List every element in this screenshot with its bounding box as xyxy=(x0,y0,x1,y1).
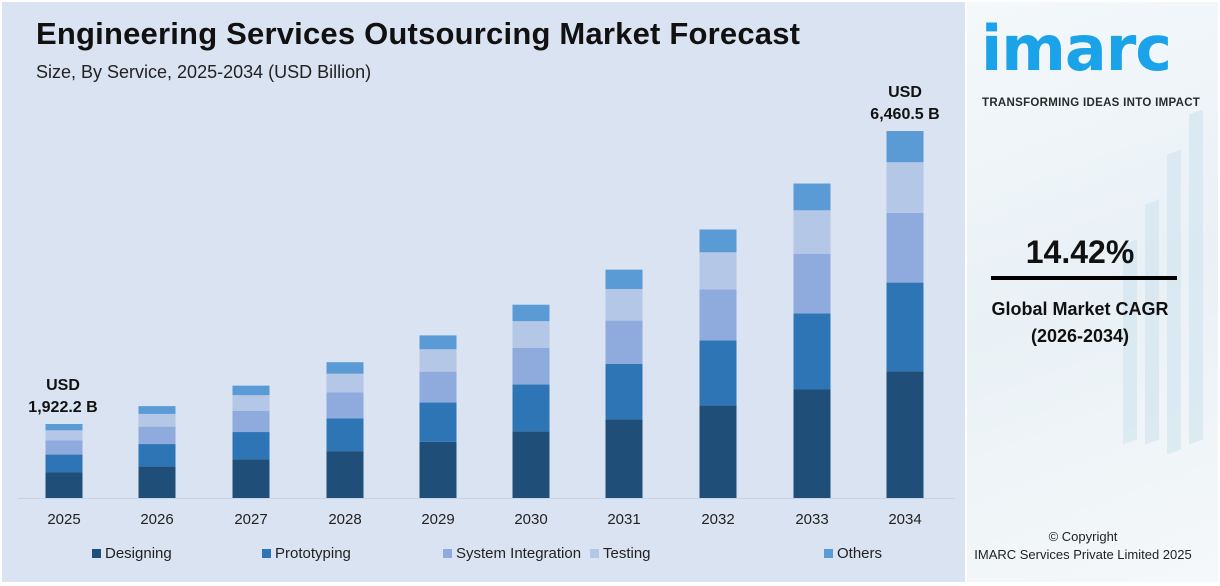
imarc-logo: imarc xyxy=(981,12,1172,85)
x-tick-label: 2029 xyxy=(421,511,454,528)
bar-segment-prototyping xyxy=(886,282,924,372)
cagr-divider xyxy=(991,276,1177,280)
logo-tagline: TRANSFORMING IDEAS INTO IMPACT xyxy=(982,97,1201,109)
bar-segment-others xyxy=(138,406,176,414)
bar-segment-system-integration xyxy=(232,410,270,433)
bar-segment-system-integration xyxy=(45,440,83,455)
legend-item-designing: Designing xyxy=(92,545,172,562)
bar-segment-prototyping xyxy=(699,340,737,406)
bar-segment-testing xyxy=(699,252,737,290)
bar-segment-testing xyxy=(232,395,270,411)
copyright-line-1: © Copyright xyxy=(1048,529,1118,544)
bar-segment-prototyping xyxy=(326,418,364,452)
bar-segment-prototyping xyxy=(232,432,270,460)
bar-segment-testing xyxy=(419,349,457,372)
chart-subtitle: Size, By Service, 2025-2034 (USD Billion… xyxy=(36,62,372,82)
bar-segment-others xyxy=(326,362,364,374)
bar-segment-others xyxy=(419,335,457,350)
legend-item-others: Others xyxy=(824,545,882,562)
x-tick-label: 2031 xyxy=(607,511,640,528)
legend: Designing Prototyping System Integration Te… xyxy=(0,545,965,565)
legend-item-testing: Testing xyxy=(590,545,651,562)
bar-segment-system-integration xyxy=(326,392,364,419)
legend-label: Others xyxy=(837,545,883,562)
bar-segment-others xyxy=(886,131,924,163)
bar-segment-designing xyxy=(419,441,457,498)
bar-segment-prototyping xyxy=(512,384,550,432)
bar-segment-designing xyxy=(605,419,643,498)
bar-segment-prototyping xyxy=(419,402,457,442)
bar-segment-testing xyxy=(138,413,176,427)
cagr-label-text: Global Market CAGR xyxy=(991,299,1169,319)
bar-segment-designing xyxy=(699,405,737,498)
legend-item-prototyping: Prototyping xyxy=(262,545,351,562)
bar-segment-others xyxy=(605,269,643,290)
bar-segment-testing xyxy=(886,162,924,213)
legend-swatch xyxy=(590,549,599,558)
legend-label: System Integration xyxy=(456,545,582,562)
bar-segment-system-integration xyxy=(605,320,643,364)
legend-swatch xyxy=(262,549,271,558)
x-tick-label: 2025 xyxy=(47,511,80,528)
x-tick-label: 2033 xyxy=(795,511,828,528)
legend-label: Designing xyxy=(105,545,172,562)
x-tick-label: 2027 xyxy=(234,511,267,528)
total-label-value: 1,922.2 B xyxy=(28,399,97,416)
x-tick-label: 2026 xyxy=(140,511,173,528)
bar-segment-testing xyxy=(326,373,364,393)
legend-swatch xyxy=(443,549,452,558)
bar-segment-testing xyxy=(605,289,643,321)
bar-segment-system-integration xyxy=(793,253,831,314)
legend-swatch xyxy=(824,549,833,558)
x-tick-label: 2028 xyxy=(328,511,361,528)
bar-segment-others xyxy=(232,385,270,396)
chart-title: Engineering Services Outsourcing Market … xyxy=(36,16,801,51)
bar-segment-designing xyxy=(326,451,364,498)
bar-segment-system-integration xyxy=(419,371,457,403)
total-label-currency: USD xyxy=(888,84,922,101)
side-panel: imarc TRANSFORMING IDEAS INTO IMPACT 14.… xyxy=(967,2,1218,582)
bar-segment-prototyping xyxy=(138,444,176,467)
bar-segment-others xyxy=(793,183,831,211)
decorative-bar xyxy=(1189,109,1203,445)
cagr-label: Global Market CAGR (2026-2034) xyxy=(967,296,1193,350)
cagr-period: (2026-2034) xyxy=(1030,326,1130,346)
bar-segment-prototyping xyxy=(793,313,831,390)
bar-segment-prototyping xyxy=(45,454,83,473)
bar-segment-designing xyxy=(886,371,924,498)
stacked-bar-chart: 2025 USD 1,922.2 B 2026 2027 2028 2029 2030 2031… xyxy=(18,84,955,528)
bar-segment-designing xyxy=(512,431,550,498)
bar-segment-designing xyxy=(45,472,83,498)
legend-label: Testing xyxy=(603,545,651,562)
bar-segment-others xyxy=(512,304,550,322)
bar-segment-others xyxy=(699,229,737,253)
bar-segment-testing xyxy=(512,321,550,348)
bar-segment-system-integration xyxy=(699,289,737,341)
bar-segment-testing xyxy=(45,430,83,441)
legend-swatch xyxy=(92,549,101,558)
bar-segment-system-integration xyxy=(512,347,550,385)
legend-item-system-integration: System Integration xyxy=(443,545,581,562)
total-label-currency: USD xyxy=(46,377,80,394)
bar-segment-testing xyxy=(793,210,831,254)
total-label-value: 6,460.5 B xyxy=(870,106,939,123)
bar-segment-system-integration xyxy=(886,212,924,283)
bar-segment-others xyxy=(45,423,83,431)
cagr-value: 14.42% xyxy=(1025,234,1135,270)
x-tick-label: 2032 xyxy=(701,511,734,528)
bar-segment-prototyping xyxy=(605,363,643,420)
bar-segment-system-integration xyxy=(138,426,176,445)
bar-segment-designing xyxy=(232,459,270,498)
copyright: © Copyright IMARC Services Private Limit… xyxy=(967,528,1199,564)
copyright-line-2: IMARC Services Private Limited 2025 xyxy=(974,547,1192,562)
x-tick-label: 2030 xyxy=(514,511,547,528)
legend-label: Prototyping xyxy=(275,545,351,562)
bar-segment-designing xyxy=(793,389,831,498)
bar-segment-designing xyxy=(138,466,176,498)
x-tick-label: 2034 xyxy=(888,511,921,528)
